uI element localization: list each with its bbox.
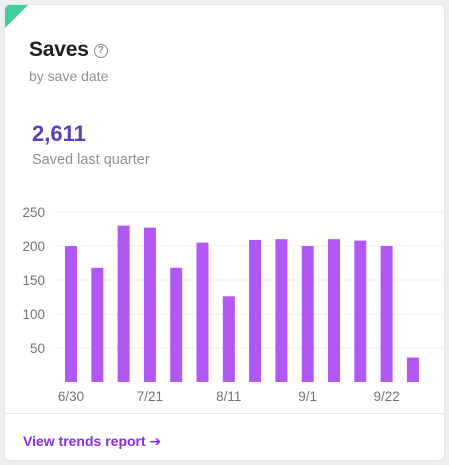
bar[interactable] xyxy=(354,240,367,382)
bar[interactable] xyxy=(65,246,77,382)
y-tick-label: 100 xyxy=(22,307,45,322)
card-title: Saves xyxy=(29,38,89,61)
saves-card: Saves ? by save date 2,611 Saved last qu… xyxy=(4,4,445,461)
total-saves-value: 2,611 xyxy=(32,121,86,146)
bar[interactable] xyxy=(170,267,183,382)
x-tick-label: 8/11 xyxy=(216,389,241,404)
y-tick-label: 200 xyxy=(22,239,45,254)
bar[interactable] xyxy=(222,296,235,382)
view-trends-report-link[interactable]: View trends report ➔ xyxy=(23,433,162,449)
bar[interactable] xyxy=(406,357,419,382)
bar[interactable] xyxy=(117,225,130,382)
bar[interactable] xyxy=(275,239,288,382)
x-tick-label: 9/1 xyxy=(298,389,317,404)
y-tick-label: 50 xyxy=(30,341,45,356)
help-icon[interactable]: ? xyxy=(93,44,108,58)
card-subtitle: by save date xyxy=(29,68,109,84)
total-saves-caption: Saved last quarter xyxy=(32,152,150,168)
bar[interactable] xyxy=(143,227,156,382)
title-row: Saves ? xyxy=(29,38,108,62)
saves-bar-chart: 50 100 150 200 250 6/30 7/21 8/11 9/1 9/22 xyxy=(22,205,444,404)
y-tick-label: 150 xyxy=(22,273,45,288)
y-tick-label: 250 xyxy=(22,205,45,220)
x-tick-label: 7/21 xyxy=(137,389,163,404)
bar[interactable] xyxy=(328,239,340,382)
bar[interactable] xyxy=(301,246,314,382)
bar[interactable] xyxy=(249,239,262,382)
x-tick-label: 6/30 xyxy=(58,389,84,404)
bar[interactable] xyxy=(91,267,104,382)
footer-divider xyxy=(5,413,444,414)
new-corner-flag xyxy=(5,5,28,28)
bar[interactable] xyxy=(380,246,393,382)
x-tick-label: 9/22 xyxy=(373,389,399,404)
bar[interactable] xyxy=(196,242,209,382)
